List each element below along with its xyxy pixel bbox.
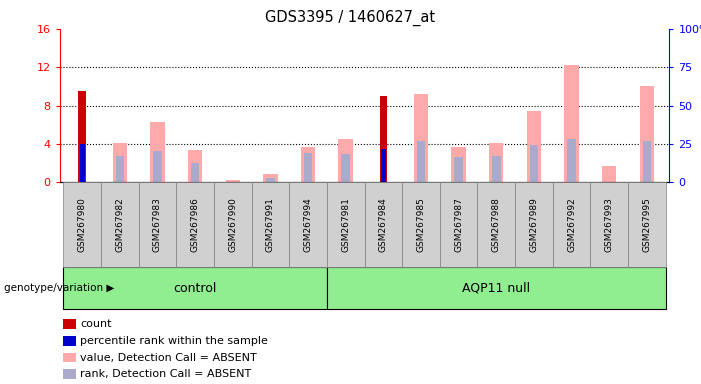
Text: GDS3395 / 1460627_at: GDS3395 / 1460627_at [266,10,435,26]
Text: control: control [173,281,217,295]
Text: GSM267981: GSM267981 [341,197,350,252]
Bar [80,144,85,182]
Text: GSM267991: GSM267991 [266,197,275,252]
Text: AQP11 null: AQP11 null [462,281,531,295]
Bar [301,147,315,182]
Bar [116,156,124,182]
Bar [188,150,203,182]
Bar [567,139,576,182]
Text: GSM267985: GSM267985 [416,197,426,252]
Text: GSM267984: GSM267984 [379,197,388,252]
Bar [489,143,503,182]
Bar [304,152,312,182]
Bar [379,96,387,182]
Text: GSM267992: GSM267992 [567,197,576,252]
Text: GSM267980: GSM267980 [78,197,87,252]
Bar [564,65,579,182]
Text: GSM267993: GSM267993 [605,197,613,252]
Text: GSM267989: GSM267989 [529,197,538,252]
Bar [530,145,538,182]
Text: GSM267987: GSM267987 [454,197,463,252]
Bar [113,143,127,182]
Text: value, Detection Call = ABSENT: value, Detection Call = ABSENT [80,353,257,362]
Bar [191,163,199,182]
Bar [266,177,275,182]
Bar [150,122,165,182]
Bar [79,91,86,182]
Text: GSM267983: GSM267983 [153,197,162,252]
Text: GSM267994: GSM267994 [304,197,313,252]
Bar [454,157,463,182]
Bar [339,139,353,182]
Bar [602,166,616,182]
Text: percentile rank within the sample: percentile rank within the sample [80,336,268,346]
Text: GSM267986: GSM267986 [191,197,200,252]
Bar [492,157,501,182]
Bar [381,149,386,182]
Bar [263,174,278,182]
Bar [451,147,466,182]
Text: GSM267988: GSM267988 [492,197,501,252]
Text: count: count [80,319,111,329]
Text: GSM267990: GSM267990 [229,197,237,252]
Bar [341,154,350,182]
Bar [414,94,428,182]
Bar [640,86,654,182]
Bar [526,111,541,182]
Bar [154,151,162,182]
Bar [643,141,651,182]
Text: GSM267982: GSM267982 [116,197,124,252]
Text: genotype/variation ▶: genotype/variation ▶ [4,283,114,293]
Bar [417,141,426,182]
Bar [226,180,240,182]
Text: GSM267995: GSM267995 [642,197,651,252]
Text: rank, Detection Call = ABSENT: rank, Detection Call = ABSENT [80,369,251,379]
